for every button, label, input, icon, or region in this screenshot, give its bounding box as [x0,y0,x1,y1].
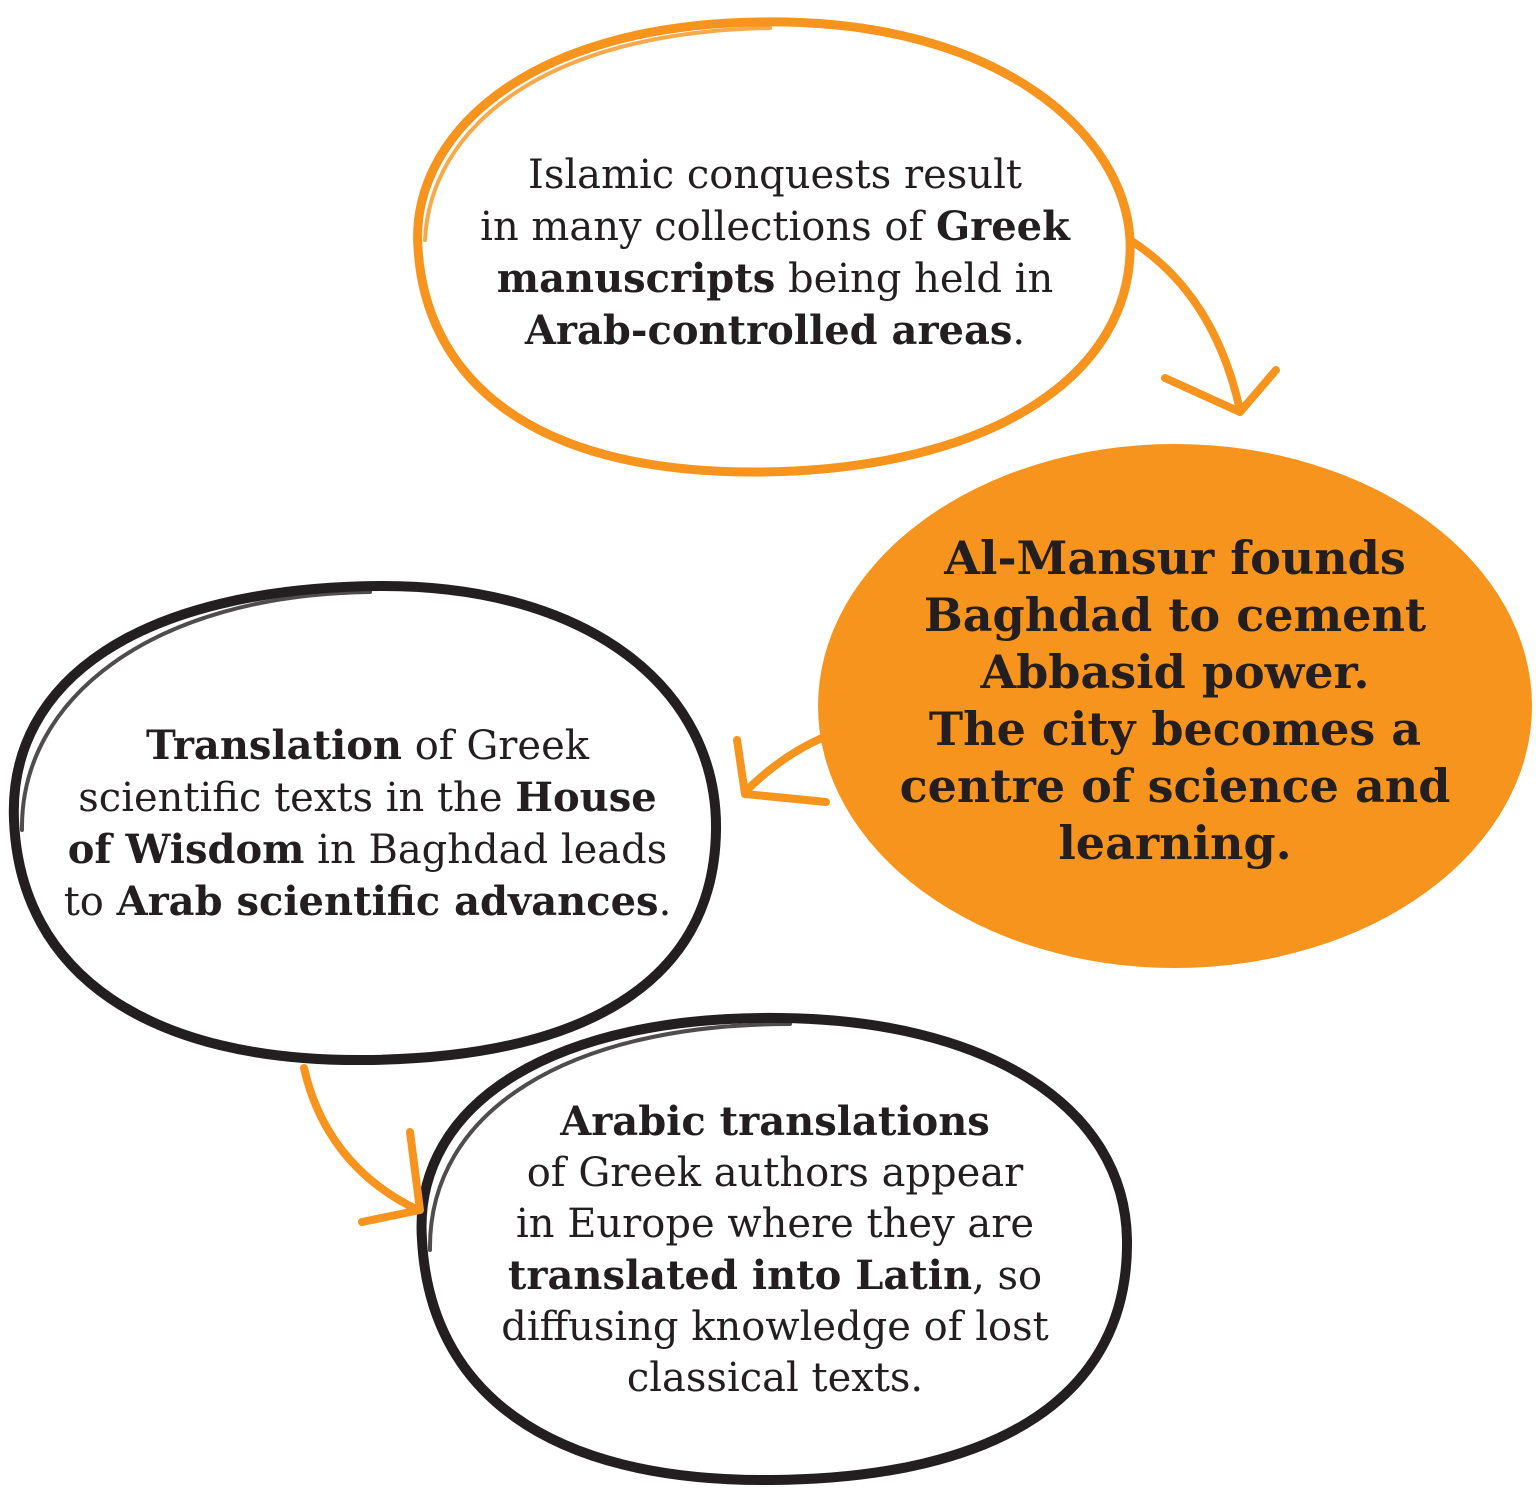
greek-text-2b: Greek [935,203,1070,250]
node-greek-outline-sketch [423,26,772,242]
node-arabic-outline-sketch [427,1022,792,1252]
mansur-line-5: centre of science and [899,759,1451,813]
arabic-line-5: diffusing knowledge of lost [501,1304,1049,1350]
node-translation-text: Translation of Greek scientific texts in… [35,720,700,928]
arabic-line-1: Arabic translations [465,1096,1085,1148]
arabic-text-4a: translated into Latin [507,1252,973,1299]
node-arabic-outline [416,1012,1133,1486]
node-translation-outline-sketch [19,590,372,832]
translation-line-1: Translation of Greek [35,720,700,772]
node-greek-text: Islamic conquests result in many collect… [445,150,1105,357]
greek-text-3a: manuscripts [496,255,776,302]
greek-line-2: in many collections of Greek [445,201,1105,253]
arabic-line-2: of Greek authors appear [526,1150,1024,1196]
mansur-line-3: Abbasid power. [980,645,1370,699]
arabic-line-3: in Europe where they are [515,1201,1035,1247]
mansur-line-2: Baghdad to cement [923,588,1427,642]
mansur-line-6: learning. [1058,816,1292,870]
arabic-line-4: translated into Latin, so [465,1250,1085,1302]
translation-line-2: scientific texts in the House [35,772,700,824]
arrow-translation-to-arabic-head [358,1128,424,1226]
translation-text-4a: to [63,879,117,925]
node-translation-outline [8,580,722,1066]
arrow-mansur-to-translation [741,734,826,796]
translation-text-1a: Translation [146,722,402,769]
translation-line-4: to Arab scientific advances. [35,876,700,928]
arrow-mansur-to-translation-head [733,736,830,806]
arrow-greek-to-mansur-head [1161,366,1280,416]
node-arabic-text: Arabic translations of Greek authors app… [465,1096,1085,1404]
node-mansur-fill [818,444,1532,968]
translation-text-4b: Arab scientific advances [116,878,659,925]
arabic-text-4b: , so [972,1253,1043,1299]
arabic-text-1: Arabic translations [560,1098,990,1145]
translation-text-3b: in Baghdad leads [304,827,668,873]
arrow-translation-to-arabic [300,1064,422,1214]
translation-text-2b: House [515,774,657,821]
greek-line-1: Islamic conquests result [445,150,1105,201]
translation-text-1b: of Greek [402,723,589,769]
translation-text-2a: scientific texts in the [78,775,516,821]
mansur-line-4: The city becomes a [928,702,1422,756]
arrow-greek-to-mansur [1126,236,1244,414]
greek-line-4: Arab-controlled areas. [445,305,1105,357]
node-mansur-text: Al-Mansur founds Baghdad to cement Abbas… [840,530,1510,872]
greek-line-3: manuscripts being held in [445,253,1105,305]
greek-text-2a: in many collections of [480,204,936,250]
mansur-line-1: Al-Mansur founds [944,531,1406,585]
greek-text-4a: Arab-controlled areas [524,307,1013,354]
translation-text-4c: . [658,879,672,925]
greek-text-4b: . [1012,308,1026,354]
translation-text-3a: of Wisdom [67,826,305,873]
greek-text-1: Islamic conquests result [528,152,1022,198]
arabic-line-6: classical texts. [626,1355,924,1401]
greek-text-3b: being held in [775,256,1054,302]
translation-line-3: of Wisdom in Baghdad leads [35,824,700,876]
